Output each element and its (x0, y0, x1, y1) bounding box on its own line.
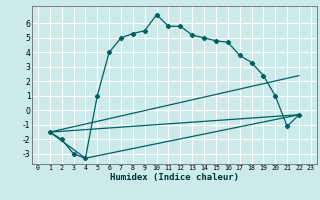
X-axis label: Humidex (Indice chaleur): Humidex (Indice chaleur) (110, 173, 239, 182)
